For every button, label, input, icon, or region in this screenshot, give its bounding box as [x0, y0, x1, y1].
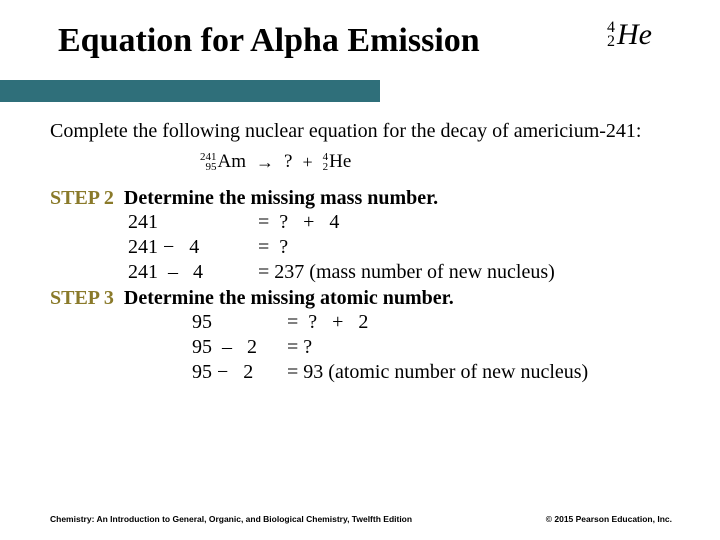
step2-heading: STEP 2 Determine the missing mass number…: [50, 187, 672, 210]
slide-body: Complete the following nuclear equation …: [50, 120, 672, 385]
title-row: Equation for Alpha Emission: [58, 22, 680, 60]
reaction-arrow: →: [256, 152, 274, 173]
step3-text: Determine the missing atomic number.: [124, 287, 454, 309]
he-atomic: 2: [323, 162, 329, 172]
reactant-americium: 241 95 Am: [200, 151, 246, 173]
footer-book-title: Chemistry: An Introduction to General, O…: [50, 514, 412, 524]
slide-title: Equation for Alpha Emission: [58, 22, 480, 60]
am-atomic: 95: [200, 162, 217, 172]
plus-sign: +: [302, 152, 312, 173]
product-helium: 4 2 He: [323, 151, 352, 173]
s2-l1a: 241: [128, 210, 258, 235]
s3-l3b: = 93 (atomic number of new nucleus): [287, 360, 588, 385]
step3-label: STEP 3: [50, 287, 114, 309]
step2-calculations: 241= ? + 4 241 − 4= ? 241 – 4= 237 (mass…: [128, 210, 672, 285]
s2-l2b: = ?: [258, 235, 288, 260]
s3-l1b: = ? + 2: [287, 310, 368, 335]
s2-l3b: = 237 (mass number of new nucleus): [258, 260, 555, 285]
step3-calculations: 95= ? + 2 95 – 2= ? 95 − 2= 93 (atomic n…: [192, 310, 672, 385]
s3-l2b: = ?: [287, 335, 312, 360]
intro-text: Complete the following nuclear equation …: [50, 120, 672, 143]
s3-l1a: 95: [192, 310, 287, 335]
alpha-particle-symbol: 4 2 He: [607, 18, 652, 52]
he-symbol: He: [329, 151, 351, 173]
slide: Equation for Alpha Emission 4 2 He Compl…: [0, 0, 720, 540]
alpha-atomic: 2: [607, 35, 615, 49]
alpha-numbers: 4 2: [607, 21, 615, 50]
title-accent-bar: [0, 80, 380, 102]
s2-l2a: 241 − 4: [128, 235, 258, 260]
alpha-element: He: [617, 18, 652, 52]
footer-copyright: © 2015 Pearson Education, Inc.: [546, 514, 672, 524]
step2-label: STEP 2: [50, 187, 114, 209]
s2-l1b: = ? + 4: [258, 210, 339, 235]
s3-l3a: 95 − 2: [192, 360, 287, 385]
step2-text: Determine the missing mass number.: [124, 187, 438, 209]
s3-l2a: 95 – 2: [192, 335, 287, 360]
unknown-product: ?: [284, 151, 292, 173]
s2-l3a: 241 – 4: [128, 260, 258, 285]
nuclear-equation: 241 95 Am → ? + 4 2 He: [200, 151, 672, 173]
am-symbol: Am: [218, 151, 247, 173]
step3-heading: STEP 3 Determine the missing atomic numb…: [50, 287, 672, 310]
